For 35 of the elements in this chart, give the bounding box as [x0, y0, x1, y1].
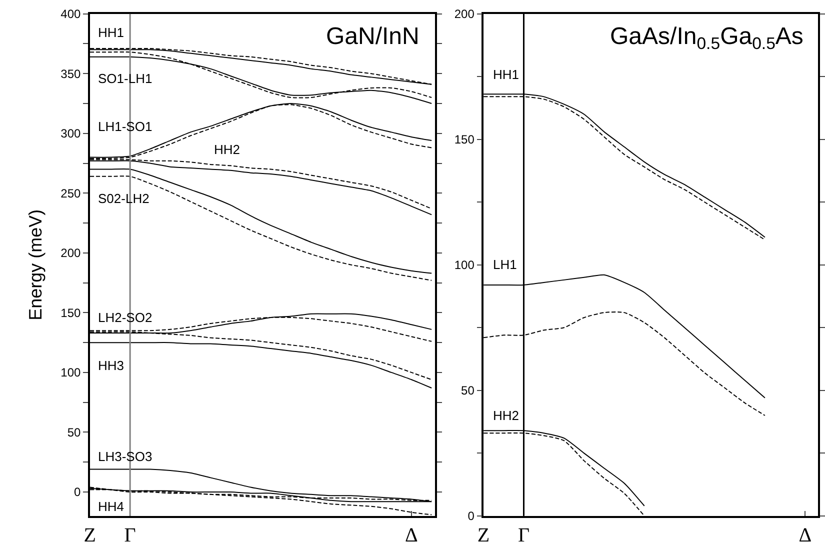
- x-tick-label: Z: [477, 524, 490, 547]
- y-tick-label: 150: [454, 132, 475, 147]
- y-tick-label: 400: [60, 7, 82, 22]
- annotation: S02-LH2: [98, 191, 150, 206]
- x-tick-label: Γ: [124, 524, 136, 547]
- x-tick-label: Δ: [405, 524, 418, 547]
- annotation: LH2-SO2: [98, 310, 152, 325]
- annotation: HH1: [98, 25, 124, 40]
- y-tick-label: 200: [60, 246, 82, 260]
- annotation: LH1-SO1: [98, 119, 152, 134]
- x-tick-label: Δ: [798, 524, 812, 547]
- annotation: HH3: [98, 358, 124, 373]
- annotation: LH1: [493, 257, 517, 272]
- annotation: LH3-SO3: [98, 449, 152, 464]
- y-tick-label: 50: [461, 384, 475, 398]
- y-tick-label: 350: [60, 66, 82, 81]
- y-tick-label: 150: [60, 306, 82, 320]
- y-axis-title: Energy (meV): [25, 209, 46, 320]
- y-tick-label: 200: [454, 7, 475, 22]
- text: GaAs/In$_{0.5}$Ga$_{0.5}$As: [610, 23, 804, 54]
- y-tick-label: 0: [468, 509, 475, 524]
- chart-title: GaN/InN: [326, 23, 420, 50]
- annotation: SO1-LH1: [98, 71, 152, 86]
- x-tick-label: Γ: [518, 524, 530, 547]
- annotation: HH1: [493, 67, 520, 82]
- annotation: HH2: [493, 408, 520, 423]
- annotation: HH4: [98, 499, 124, 514]
- y-tick-label: 100: [454, 258, 475, 272]
- annotation: HH2: [214, 142, 240, 157]
- y-tick-label: 300: [60, 126, 82, 141]
- y-tick-label: 0: [74, 485, 82, 500]
- x-tick-label: Z: [84, 524, 96, 547]
- y-tick-label: 50: [67, 425, 82, 440]
- y-tick-label: 250: [60, 186, 82, 200]
- y-tick-label: 100: [60, 366, 82, 380]
